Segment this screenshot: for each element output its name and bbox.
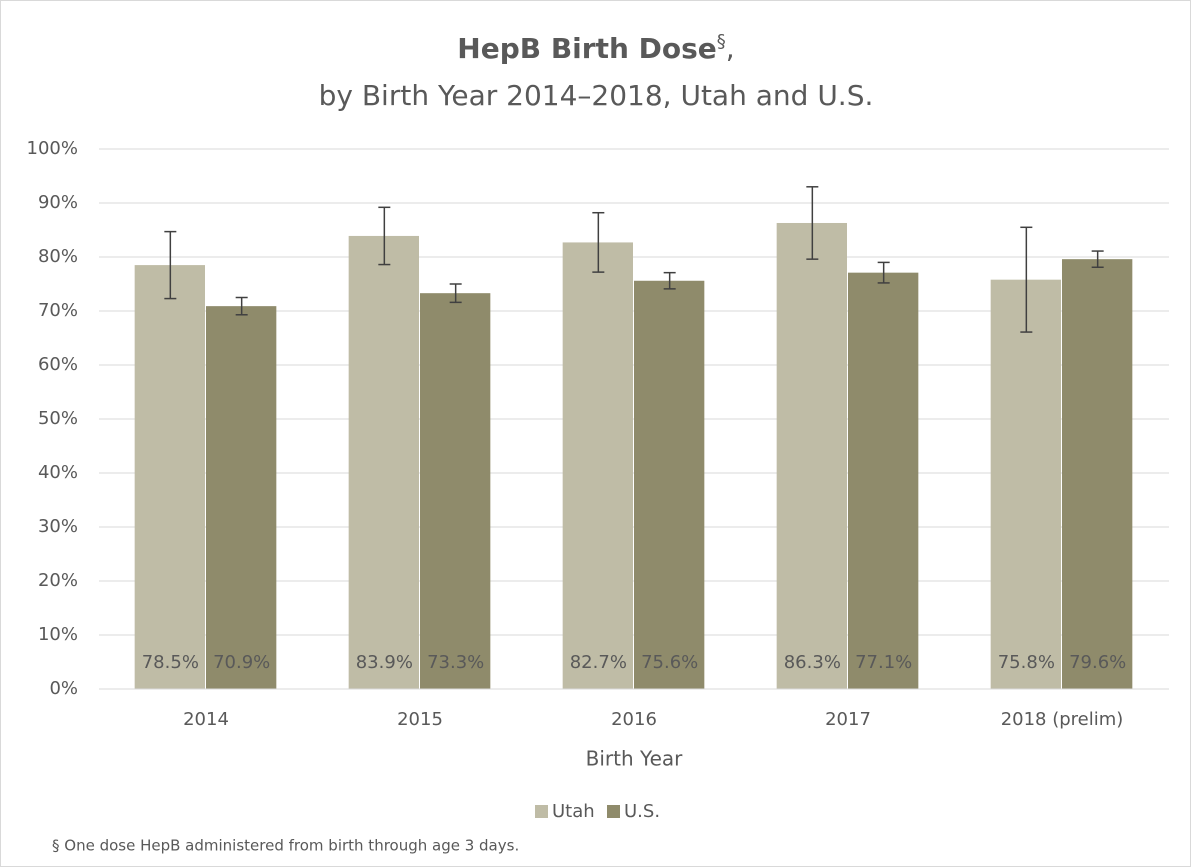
- y-tick-label: 90%: [38, 192, 78, 213]
- value-label: 82.7%: [570, 652, 627, 673]
- error-bar: [1020, 226, 1033, 333]
- y-tick-label: 50%: [38, 408, 78, 429]
- error-bar: [164, 230, 177, 300]
- legend-swatch: [535, 805, 548, 818]
- error-bar: [877, 261, 890, 284]
- y-tick-label: 100%: [27, 138, 78, 159]
- footnote: § One dose HepB administered from birth …: [52, 837, 519, 855]
- chart-subtitle: by Birth Year 2014–2018, Utah and U.S.: [319, 79, 874, 112]
- x-tick-label: 2017: [825, 709, 871, 730]
- bar: [634, 280, 705, 689]
- bar: [134, 265, 205, 689]
- legend-label: Utah: [552, 801, 595, 822]
- y-tick-label: 0%: [49, 678, 78, 699]
- bar: [848, 272, 919, 689]
- x-axis-label: Birth Year: [586, 747, 683, 771]
- bar: [562, 242, 633, 690]
- y-tick-label: 30%: [38, 516, 78, 537]
- error-bar: [663, 271, 676, 290]
- title-main: HepB Birth Dose: [457, 32, 717, 65]
- error-bar: [449, 283, 462, 304]
- bar: [420, 293, 491, 689]
- y-tick-label: 20%: [38, 570, 78, 591]
- x-tick-label: 2014: [183, 709, 229, 730]
- bar: [348, 235, 419, 689]
- error-bar: [378, 206, 391, 266]
- value-label: 73.3%: [427, 652, 484, 673]
- x-tick-label: 2018 (prelim): [1001, 709, 1124, 730]
- legend-label: U.S.: [624, 801, 660, 822]
- x-tick-label: 2016: [611, 709, 657, 730]
- value-label: 79.6%: [1069, 652, 1126, 673]
- y-tick-label: 40%: [38, 462, 78, 483]
- y-tick-label: 70%: [38, 300, 78, 321]
- title-mark: §: [717, 31, 726, 52]
- value-label: 78.5%: [142, 652, 199, 673]
- value-label: 75.8%: [998, 652, 1055, 673]
- y-tick-label: 80%: [38, 246, 78, 267]
- error-bar: [1091, 250, 1104, 269]
- y-tick-label: 60%: [38, 354, 78, 375]
- x-tick-label: 2015: [397, 709, 443, 730]
- bar: [206, 306, 277, 689]
- bar: [990, 279, 1061, 689]
- legend-swatch: [607, 805, 620, 818]
- bar: [776, 222, 847, 690]
- y-tick-label: 10%: [38, 624, 78, 645]
- bar: [1062, 259, 1133, 689]
- error-bar: [806, 186, 819, 260]
- value-label: 77.1%: [855, 652, 912, 673]
- error-bar: [592, 211, 605, 273]
- value-label: 83.9%: [356, 652, 413, 673]
- value-label: 75.6%: [641, 652, 698, 673]
- title-comma: ,: [726, 32, 735, 65]
- value-label: 70.9%: [213, 652, 270, 673]
- error-bar: [235, 296, 248, 316]
- chart-title: HepB Birth Dose§,: [457, 31, 734, 65]
- value-label: 86.3%: [784, 652, 841, 673]
